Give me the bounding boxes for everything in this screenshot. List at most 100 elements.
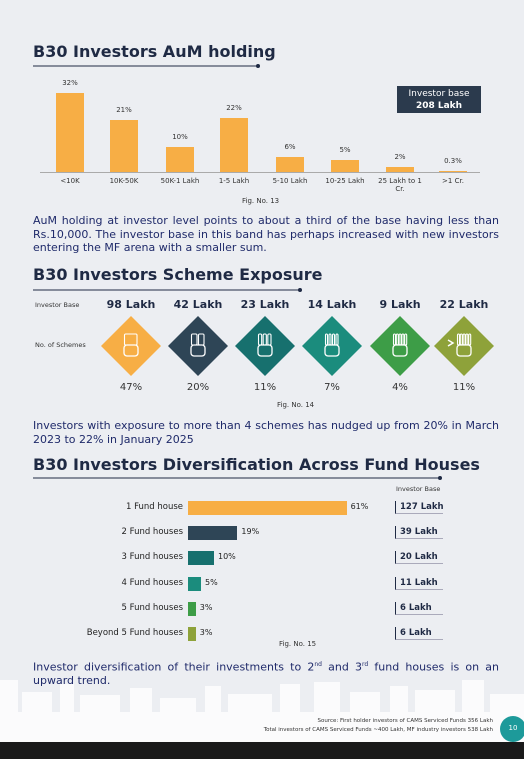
- paragraph-text: Investor diversification of their invest…: [33, 660, 315, 674]
- value-label: 4%: [392, 382, 408, 393]
- value-label: 11%: [253, 382, 277, 393]
- category-label: 2 Fund houses: [121, 527, 183, 537]
- section-title: B30 Investors Scheme Exposure: [33, 265, 323, 284]
- bar: [386, 167, 414, 172]
- value-label: 3%: [199, 628, 213, 637]
- figure-caption: Fig. No. 15: [279, 640, 317, 648]
- paragraph: AuM holding at investor level points to …: [33, 214, 499, 255]
- category-label: 4 Fund houses: [121, 578, 183, 588]
- hand-icon: [447, 339, 455, 347]
- x-tick-label: >1 Cr.: [442, 177, 464, 185]
- column-header: Investor Base: [396, 485, 441, 493]
- paragraph-text: Investors with exposure to more than 4 s…: [33, 419, 499, 446]
- investor-base: 9 Lakh: [379, 298, 421, 311]
- bar: [166, 147, 194, 172]
- axis-line: [40, 172, 480, 173]
- hand-icon: [190, 344, 206, 357]
- investor-base: 11 Lakh: [395, 577, 443, 590]
- hand-icon: [324, 344, 340, 357]
- value-label: 7%: [324, 382, 340, 393]
- hand-icon: [468, 333, 472, 346]
- value-label: 10%: [172, 133, 188, 142]
- source-note: Source: First holder investors of CAMS S…: [317, 718, 494, 724]
- bar: [188, 526, 238, 540]
- value-label: 3%: [199, 603, 213, 612]
- hand-icon: [262, 333, 267, 346]
- category-label: 5 Fund houses: [121, 603, 183, 613]
- investor-base: 6 Lakh: [395, 602, 443, 615]
- x-tick-label: 5-10 Lakh: [272, 177, 308, 185]
- x-tick-label: 50K-1 Lakh: [160, 177, 200, 185]
- hand-icon: [462, 333, 466, 346]
- investor-base: 39 Lakh: [395, 526, 443, 539]
- x-tick-label: 10-25 Lakh: [325, 177, 365, 185]
- hand-icon: [335, 333, 339, 346]
- paragraph-text: nd: [314, 661, 322, 668]
- bar: [188, 577, 201, 591]
- x-tick-label: 25 Lakh to 1 Cr.: [378, 177, 422, 193]
- investor-base: 14 Lakh: [307, 298, 357, 311]
- paragraph-text: and 3: [322, 660, 363, 674]
- hand-icon: [331, 333, 336, 346]
- bar: [188, 551, 214, 565]
- diamond: [168, 316, 228, 376]
- value-label: 21%: [116, 106, 132, 115]
- hand-icon: [123, 333, 138, 346]
- bar: [188, 627, 196, 641]
- value-label: 2%: [394, 153, 406, 162]
- annotation-label: Investor base: [408, 89, 470, 99]
- value-label: 10%: [218, 552, 236, 561]
- value-label: 19%: [241, 527, 260, 536]
- value-label: 20%: [186, 382, 210, 393]
- x-tick-label: <10K: [60, 177, 80, 185]
- value-label: 22%: [226, 103, 242, 112]
- investor-base: 23 Lakh: [240, 298, 290, 311]
- value-label: 5%: [339, 145, 351, 154]
- hand-icon: [392, 333, 397, 346]
- category-label: 1 Fund house: [125, 502, 183, 512]
- bar: [331, 159, 359, 172]
- hand-icon: [401, 333, 405, 346]
- bar: [110, 120, 138, 172]
- x-tick-label: 10K-50K: [109, 177, 139, 185]
- value-label: 6%: [284, 143, 296, 152]
- paragraph: Investor diversification of their invest…: [33, 658, 499, 688]
- diamond: [235, 316, 295, 376]
- annotation-value: 208 Lakh: [415, 101, 463, 111]
- hand-icon: [456, 333, 461, 346]
- paragraph-text: fund houses is on an upward trend.: [33, 660, 499, 688]
- row-label: Investor Base: [35, 301, 80, 309]
- hand-icon: [465, 333, 469, 346]
- bar: [56, 92, 84, 172]
- bar: [276, 157, 304, 172]
- category-label: Beyond 5 Fund houses: [86, 628, 183, 638]
- source-note: Total investors of CAMS Serviced Funds ~…: [263, 727, 493, 733]
- section-title: B30 Investors Diversification Across Fun…: [33, 455, 480, 474]
- diamond: [302, 316, 362, 376]
- investor-base: 22 Lakh: [439, 298, 489, 311]
- investor-base: 98 Lakh: [106, 298, 156, 311]
- investor-base: 20 Lakh: [395, 551, 443, 564]
- bar: [188, 501, 347, 515]
- diamond-layer: [101, 316, 494, 376]
- hand-icon: [395, 333, 399, 346]
- hand-icon: [257, 333, 263, 346]
- hand-icon: [324, 333, 329, 346]
- hand-icon: [459, 333, 463, 346]
- hand-icon: [404, 333, 408, 346]
- value-label: 5%: [205, 578, 218, 587]
- page-number: 10: [508, 724, 518, 732]
- figure-caption: Fig. No. 14: [277, 401, 315, 409]
- investor-base: 6 Lakh: [395, 627, 443, 640]
- annotation-box: Investor base 208 Lakh: [397, 86, 481, 113]
- bar: [188, 602, 196, 616]
- x-tick-label: 1-5 Lakh: [218, 177, 250, 185]
- value-label: 32%: [62, 78, 78, 87]
- row-label: No. of Schemes: [35, 341, 86, 349]
- value-label: 61%: [350, 502, 369, 511]
- hand-icon: [328, 333, 332, 346]
- hand-icon: [190, 333, 198, 346]
- investor-base: 42 Lakh: [173, 298, 223, 311]
